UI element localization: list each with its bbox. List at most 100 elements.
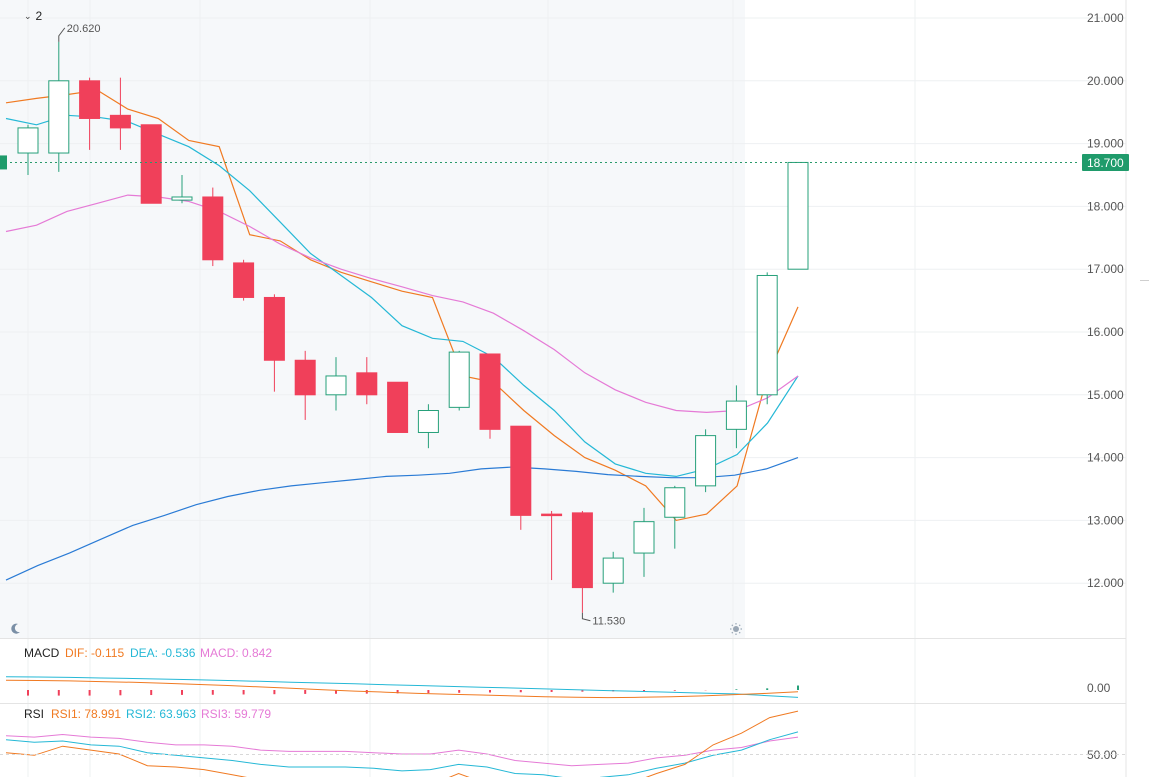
candlestick-series xyxy=(17,41,809,613)
macd-pane xyxy=(5,676,799,699)
candle[interactable] xyxy=(233,259,255,301)
macd-value-label: MACD: 0.842 xyxy=(200,646,272,660)
high-marker-leader xyxy=(58,27,66,42)
candle[interactable] xyxy=(448,350,470,411)
highlight-region xyxy=(0,0,745,638)
current-price-badge xyxy=(1082,153,1129,171)
candle[interactable] xyxy=(571,510,593,613)
candle[interactable] xyxy=(725,385,747,449)
macd-legend: MACD DIF: -0.115 DEA: -0.536 MACD: 0.842 xyxy=(24,646,272,660)
candle[interactable] xyxy=(479,353,501,439)
candle-body xyxy=(725,400,747,430)
candle[interactable] xyxy=(171,175,193,204)
period-dropdown[interactable]: ⌄ 2 xyxy=(18,6,48,26)
price-axis-tick: 21.000 xyxy=(1087,11,1124,25)
candle-body xyxy=(356,372,378,396)
candle[interactable] xyxy=(387,381,409,433)
rsi-title: RSI xyxy=(24,707,44,721)
candle[interactable] xyxy=(664,485,686,549)
candle-body xyxy=(202,196,224,261)
candle[interactable] xyxy=(17,124,39,175)
current-price-label: 18.700 xyxy=(1087,156,1124,170)
candle[interactable] xyxy=(541,510,563,581)
candle[interactable] xyxy=(325,357,347,411)
candle-body xyxy=(233,262,255,298)
candle[interactable] xyxy=(356,357,378,405)
rsi1-label: RSI1: 78.991 xyxy=(51,707,121,721)
candle[interactable] xyxy=(140,124,162,204)
candle[interactable] xyxy=(510,425,532,530)
price-axis-tick: 20.000 xyxy=(1087,74,1124,88)
price-axis-tick: 18.000 xyxy=(1087,199,1124,213)
candle-body xyxy=(695,435,717,487)
chevron-down-icon: ⌄ xyxy=(24,10,32,21)
rsi2-line xyxy=(5,731,799,777)
price-axis-tick: 19.000 xyxy=(1087,137,1124,151)
candle-body xyxy=(387,381,409,433)
moon-icon[interactable] xyxy=(11,623,20,634)
candle[interactable] xyxy=(202,187,224,267)
ma-line-pink xyxy=(5,194,799,414)
candle-body xyxy=(109,114,131,129)
candle-body xyxy=(79,80,101,119)
candle-body xyxy=(479,353,501,430)
ma-line-blue xyxy=(5,457,799,581)
candle[interactable] xyxy=(695,429,717,493)
candle[interactable] xyxy=(294,350,316,420)
candle-body xyxy=(787,161,809,270)
candle-body xyxy=(140,124,162,204)
rsi-axis-tick: 50.00 xyxy=(1087,748,1117,762)
candle-body xyxy=(571,512,593,589)
left-price-tab xyxy=(0,155,7,170)
candle-body xyxy=(263,296,285,361)
candle[interactable] xyxy=(48,41,70,172)
low-marker-leader xyxy=(581,612,591,622)
candle-body xyxy=(448,351,470,408)
candle-body xyxy=(17,127,39,154)
high-marker-label: 20.620 xyxy=(67,23,101,35)
rsi2-label: RSI2: 63.963 xyxy=(126,707,196,721)
high-marker: 20.620 xyxy=(58,23,101,42)
candle[interactable] xyxy=(756,272,778,405)
sun-icon[interactable] xyxy=(730,623,742,635)
candle-body xyxy=(510,425,532,516)
price-axis-tick: 17.000 xyxy=(1087,262,1124,276)
candle-body xyxy=(541,513,563,517)
low-marker: 11.530 xyxy=(581,612,625,628)
rsi1-line xyxy=(5,710,799,777)
candle-body xyxy=(633,521,655,554)
macd-dif-line xyxy=(5,679,799,699)
rsi-legend: RSI RSI1: 78.991 RSI2: 63.963 RSI3: 59.7… xyxy=(24,707,271,721)
candle[interactable] xyxy=(109,77,131,150)
price-axis-tick: 14.000 xyxy=(1087,451,1124,465)
price-axis-tick: 12.000 xyxy=(1087,576,1124,590)
candle[interactable] xyxy=(787,161,809,270)
grid-lines xyxy=(0,0,1126,777)
candle[interactable] xyxy=(79,77,101,150)
candle-body xyxy=(171,196,193,201)
candle[interactable] xyxy=(602,551,624,593)
rsi3-label: RSI3: 59.779 xyxy=(201,707,271,721)
candle[interactable] xyxy=(633,507,655,577)
price-axis-tick: 16.000 xyxy=(1087,325,1124,339)
ma-line-cyan xyxy=(5,114,799,478)
macd-dea-label: DEA: -0.536 xyxy=(130,646,196,660)
candle-body xyxy=(417,410,439,433)
price-axis[interactable]: 12.000 13.000 14.000 15.000 16.000 17.000 18.0… xyxy=(1087,11,1124,590)
macd-dif-label: DIF: -0.115 xyxy=(65,646,124,660)
candle-body xyxy=(756,274,778,396)
candle-body xyxy=(602,557,624,584)
price-axis-tick: 13.000 xyxy=(1087,513,1124,527)
candle[interactable] xyxy=(417,404,439,449)
candle-body xyxy=(48,80,70,154)
macd-dea-line xyxy=(5,676,799,698)
macd-axis-tick: 0.00 xyxy=(1087,681,1111,695)
candle[interactable] xyxy=(263,294,285,392)
macd-title: MACD xyxy=(24,646,60,660)
candle-body xyxy=(294,359,316,396)
candle-body xyxy=(664,487,686,518)
price-axis-tick: 15.000 xyxy=(1087,388,1124,402)
low-marker-label: 11.530 xyxy=(592,616,625,628)
candle-body xyxy=(325,375,347,396)
